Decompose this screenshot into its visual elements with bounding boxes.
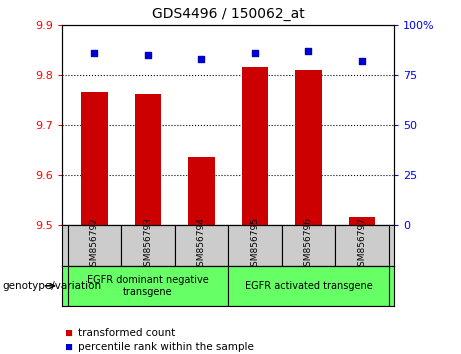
Bar [135,94,161,225]
Text: GSM856793: GSM856793 [143,217,153,272]
Bar [295,70,322,225]
Point [91,50,98,56]
Bar [188,157,215,225]
Point [305,48,312,53]
Text: GSM856794: GSM856794 [197,217,206,272]
Bar [68,266,228,306]
Bar [81,92,108,225]
Text: ◾: ◾ [65,342,73,352]
Point [198,56,205,62]
Bar [175,225,228,266]
Text: GSM856795: GSM856795 [250,217,260,272]
Bar [349,217,375,225]
Text: EGFR dominant negative
transgene: EGFR dominant negative transgene [87,275,209,297]
Text: ◾: ◾ [65,328,73,338]
Bar [68,225,121,266]
Title: GDS4496 / 150062_at: GDS4496 / 150062_at [152,7,305,21]
Bar [335,225,389,266]
Text: GSM856796: GSM856796 [304,217,313,272]
Text: percentile rank within the sample: percentile rank within the sample [78,342,254,352]
Text: transformed count: transformed count [78,328,176,338]
Text: EGFR activated transgene: EGFR activated transgene [245,281,372,291]
Bar [121,225,175,266]
Text: genotype/variation: genotype/variation [2,281,101,291]
Bar [228,266,389,306]
Bar [242,67,268,225]
Bar [282,225,335,266]
Point [144,52,152,58]
Point [358,58,366,64]
Bar [228,225,282,266]
Text: GSM856797: GSM856797 [358,217,366,272]
Text: GSM856792: GSM856792 [90,217,99,272]
Point [251,50,259,56]
